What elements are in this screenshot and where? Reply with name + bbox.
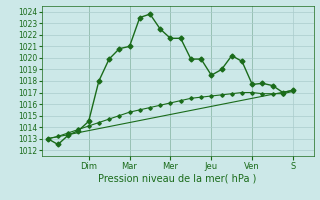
- X-axis label: Pression niveau de la mer( hPa ): Pression niveau de la mer( hPa ): [99, 173, 257, 183]
